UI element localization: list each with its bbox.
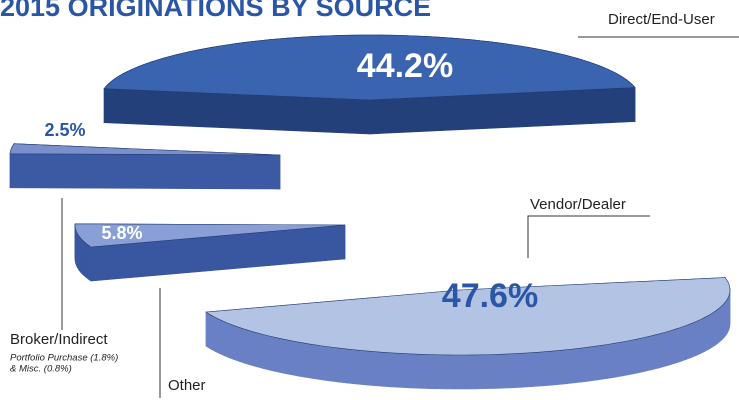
slice-side — [268, 335, 277, 372]
value-label: 2.5% — [44, 120, 85, 140]
slice-side — [680, 324, 687, 362]
slice-side — [598, 344, 608, 381]
slice-side — [650, 333, 658, 371]
slice-side — [686, 323, 692, 360]
slice-side — [547, 350, 558, 386]
slice-side — [511, 353, 522, 389]
slice-side — [275, 337, 284, 374]
slice-side — [582, 346, 592, 383]
slice-side — [337, 347, 347, 384]
slice-side — [622, 340, 631, 377]
slice-side — [328, 346, 338, 383]
slice-side — [282, 338, 291, 375]
slice-side — [573, 347, 584, 384]
slice-side — [606, 342, 616, 379]
chart-title: 2015 ORIGINATIONS BY SOURCE — [0, 0, 431, 22]
note: Portfolio Purchase (1.8%) — [10, 353, 118, 364]
slice-side — [371, 351, 382, 387]
slice-side — [704, 314, 709, 352]
note: & Misc. (0.8%) — [10, 364, 72, 375]
value-label: 44.2% — [357, 47, 453, 85]
slice-side — [565, 348, 575, 385]
slice-side — [700, 316, 706, 354]
slice-side — [715, 308, 719, 346]
slice-side — [636, 337, 645, 374]
slice-side — [417, 353, 428, 389]
slice-side — [289, 340, 298, 377]
slice-side — [614, 341, 623, 378]
slice — [103, 34, 636, 101]
slice-side — [436, 354, 447, 390]
slice-side — [312, 344, 322, 381]
slice-side — [643, 335, 652, 372]
slice-side — [345, 348, 355, 385]
slice-side — [354, 349, 364, 386]
slice-side — [590, 345, 600, 382]
slice-side — [320, 345, 330, 382]
slice — [9, 143, 281, 156]
category-label: Vendor/Dealer — [530, 196, 626, 213]
slice-side — [711, 310, 716, 348]
leader-line — [527, 215, 650, 258]
slice-side — [502, 353, 512, 389]
slice-side — [695, 319, 701, 356]
slice — [205, 277, 731, 356]
slice-side — [445, 354, 456, 390]
category-label: Broker/Indirect — [10, 331, 108, 348]
slice-side — [363, 350, 373, 386]
slice-side — [691, 321, 697, 358]
slice-side — [538, 351, 549, 387]
value-label: 5.8% — [101, 223, 142, 243]
slice-side — [657, 332, 665, 369]
slice-side — [708, 312, 713, 350]
slice-side — [474, 354, 485, 390]
slice-side — [556, 349, 566, 385]
slice-side — [105, 83, 109, 122]
slice-side — [629, 338, 638, 375]
slice-side — [675, 326, 682, 364]
slice-side — [380, 351, 391, 388]
value-label: 47.6% — [442, 277, 538, 315]
slice-side — [483, 354, 494, 390]
slice-side — [663, 330, 671, 368]
slice-side — [408, 353, 419, 389]
category-label: Direct/End-User — [608, 11, 715, 28]
slice-side — [304, 342, 314, 379]
slice-side — [399, 353, 409, 389]
slice-side — [720, 303, 724, 342]
slice — [74, 223, 346, 248]
slice-side — [492, 353, 503, 389]
slice-side — [717, 306, 722, 344]
slice-side — [389, 352, 400, 388]
slice-side — [669, 328, 677, 366]
slice-side — [520, 352, 531, 388]
slice-side — [297, 341, 306, 378]
slice-side — [464, 354, 475, 390]
category-label: Other — [168, 377, 206, 394]
slice-side — [426, 354, 437, 390]
slice-side — [529, 351, 540, 388]
slice-side — [455, 354, 466, 390]
